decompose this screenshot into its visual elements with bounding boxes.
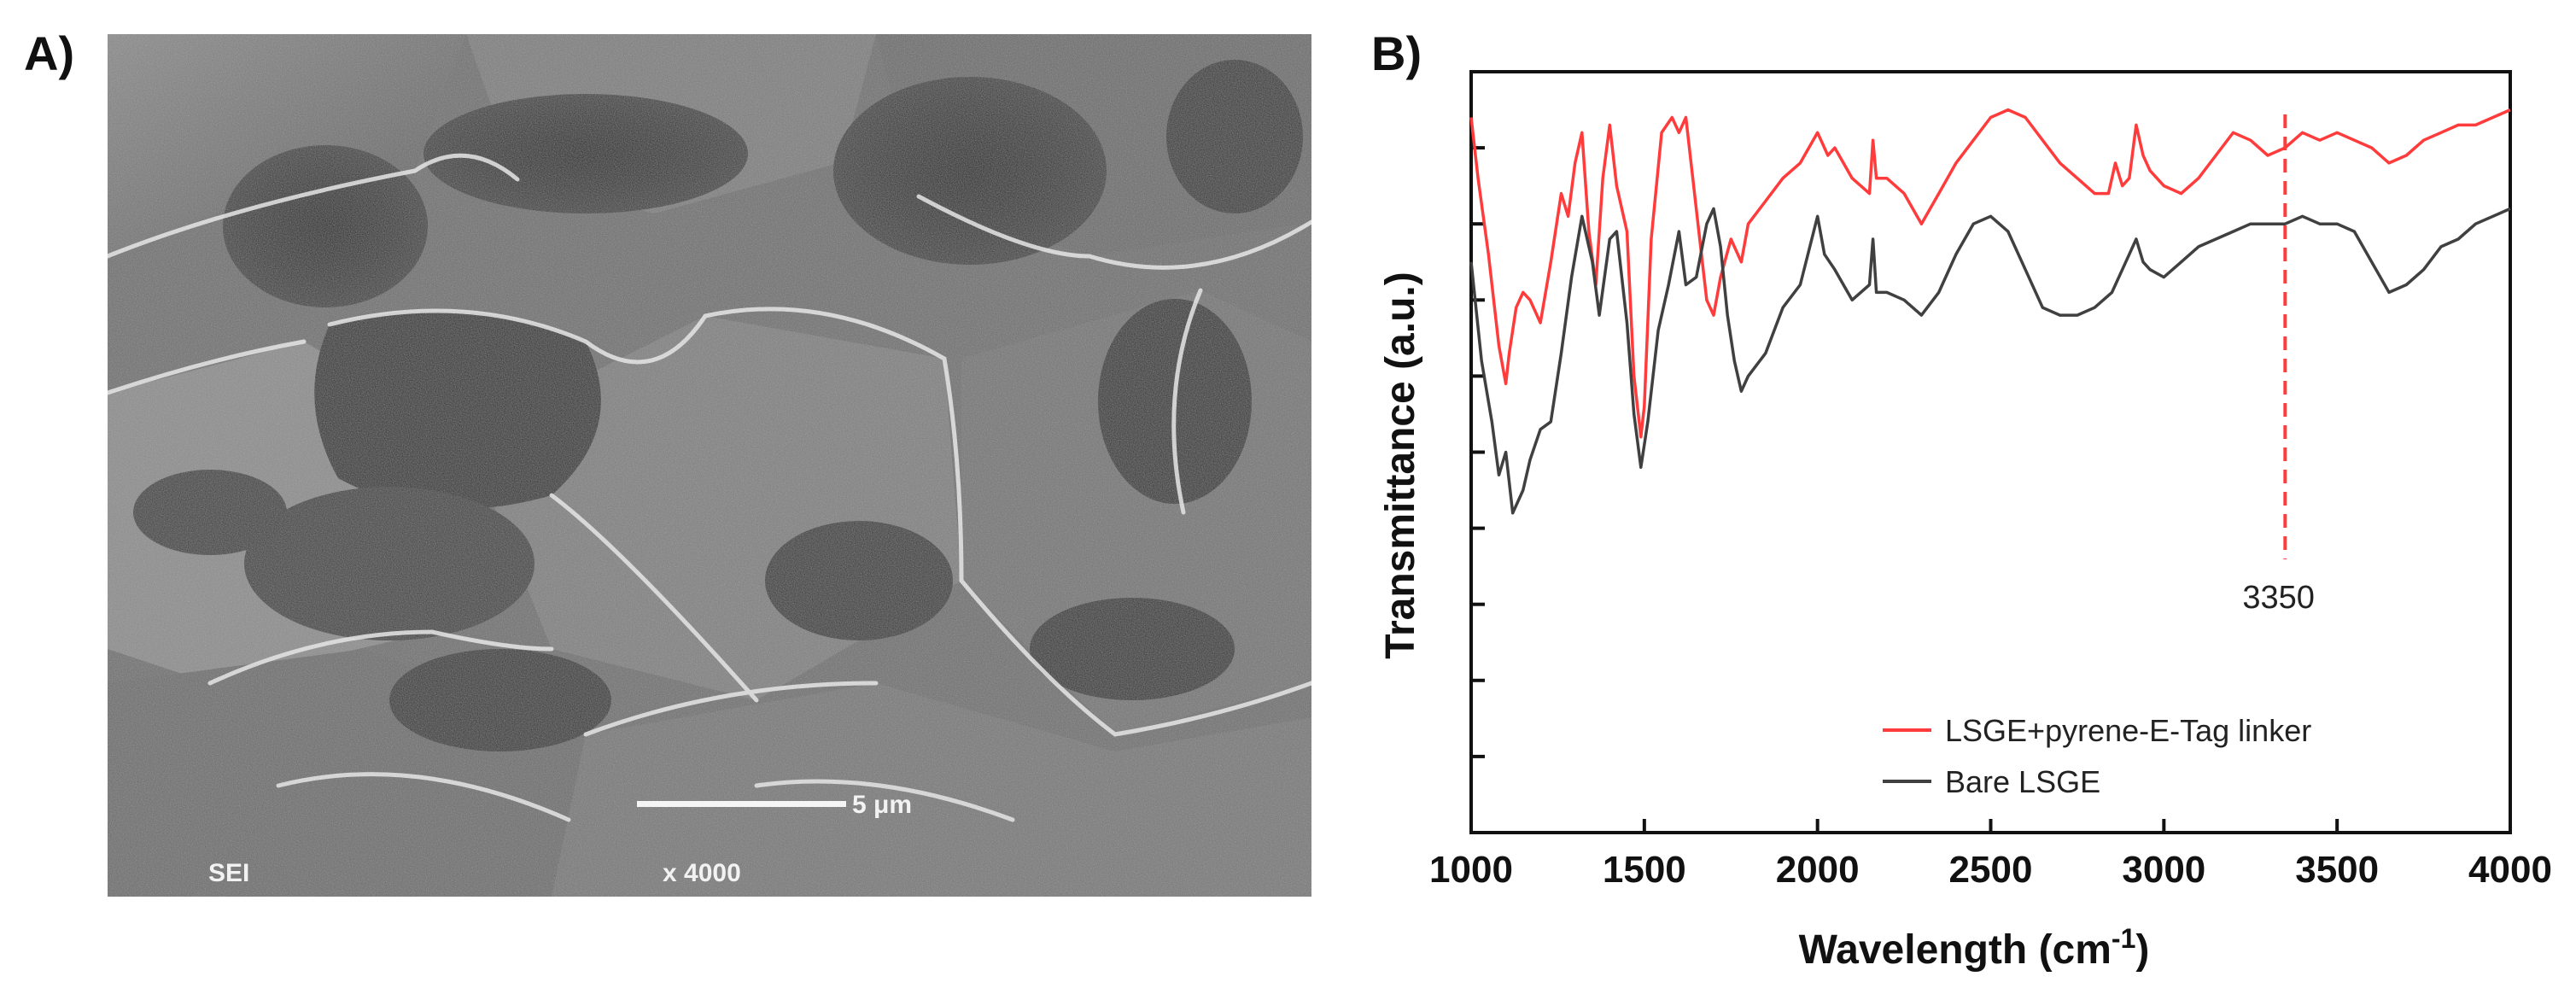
x-tick-label: 1000 (1429, 849, 1513, 891)
x-tick-label: 3000 (2122, 849, 2205, 891)
x-axis-title-close: ) (2135, 927, 2149, 973)
x-axis-title-text: Wavelength (cm (1799, 927, 2112, 973)
x-tick-label: 2500 (1949, 849, 2033, 891)
series-line-lsge-pyrene (1469, 108, 2511, 439)
annotation-label-3350: 3350 (2242, 580, 2315, 616)
sem-micrograph: 5 μm SEI x 4000 (108, 34, 1311, 897)
x-axis-title: Wavelength (cm-1) (1799, 923, 2150, 973)
series-line-bare-lsge (1469, 207, 2511, 515)
sem-magnification: x 4000 (663, 859, 741, 887)
x-axis-title-superscript: -1 (2112, 923, 2135, 954)
sem-scale-label: 5 μm (852, 791, 912, 819)
panel-label-b: B) (1371, 26, 1422, 80)
x-tick-label: 1500 (1603, 849, 1686, 891)
sem-scale-bar (637, 801, 846, 807)
x-tick-label: 4000 (2468, 849, 2552, 891)
legend-label: LSGE+pyrene-E-Tag linker (1945, 713, 2311, 748)
x-tick-label: 2000 (1776, 849, 1860, 891)
sem-mode-label: SEI (208, 859, 249, 887)
legend-label: Bare LSGE (1945, 764, 2100, 799)
y-axis-title: Transmittance (a.u.) (1378, 272, 1423, 658)
x-tick-label: 3500 (2295, 849, 2379, 891)
panel-label-a: A) (24, 26, 75, 80)
